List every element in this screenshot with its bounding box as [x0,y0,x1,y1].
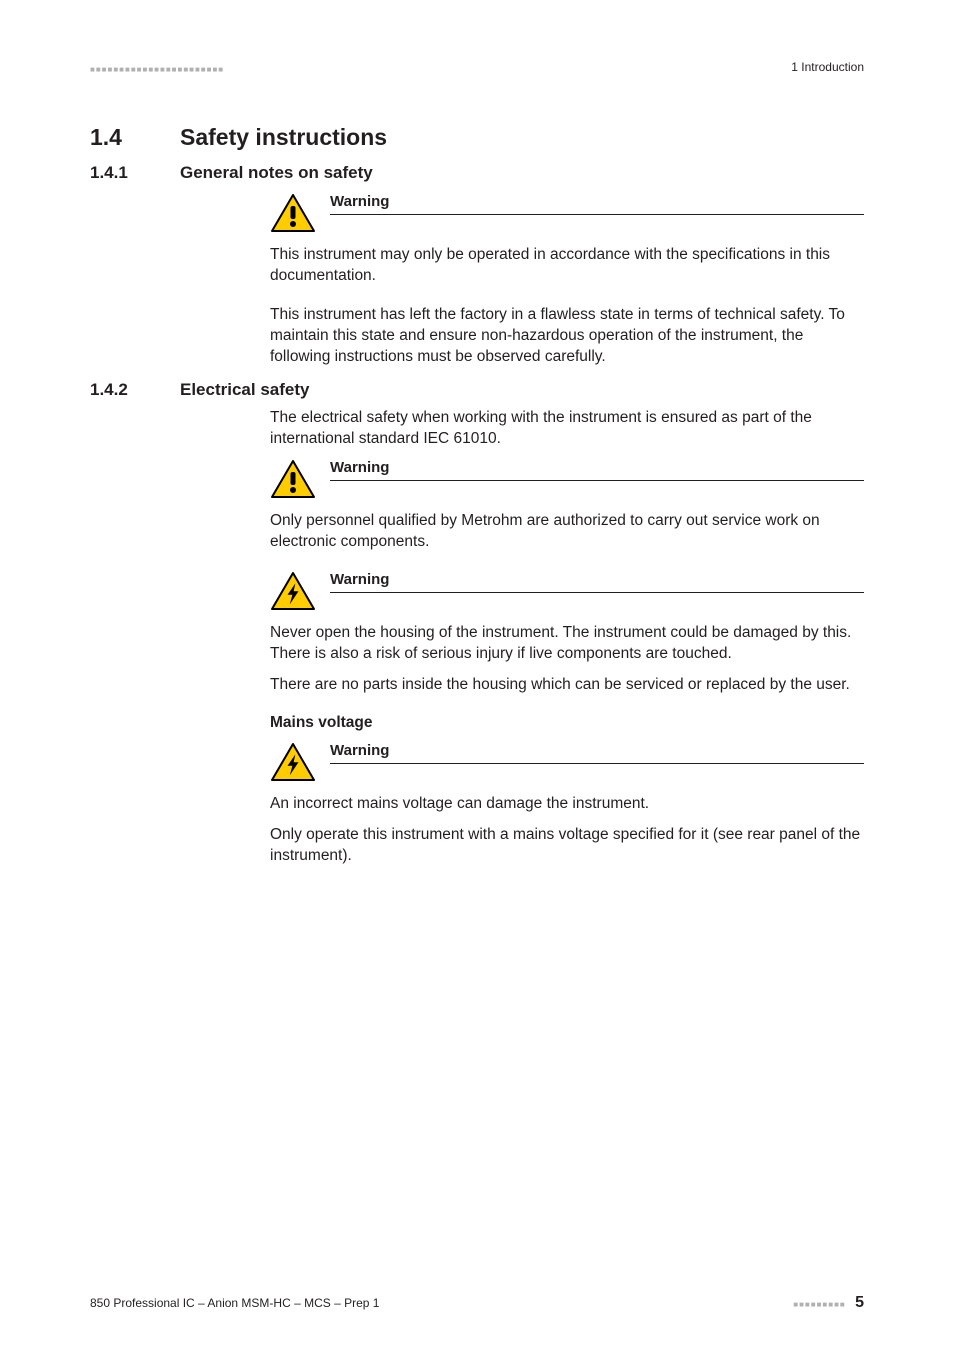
footer-page-number: 5 [855,1294,864,1311]
subsection-1-number: 1.4.1 [90,163,180,183]
subsection-1-title: General notes on safety [180,163,373,183]
footer-doc-title: 850 Professional IC – Anion MSM-HC – MCS… [90,1296,379,1310]
section-heading: 1.4 Safety instructions [90,124,864,151]
warning-triangle-exclaim-icon [270,459,316,499]
warning-block-mains: Warning An incorrect mains voltage can d… [270,742,864,867]
warning-text: An incorrect mains voltage can damage th… [270,794,864,815]
warning-label: Warning [330,459,389,476]
page-header: ■■■■■■■■■■■■■■■■■■■■■■■ 1 Introduction [90,60,864,74]
warning-divider [330,214,864,215]
mains-voltage-subhead: Mains voltage [270,714,864,732]
header-chapter: 1 Introduction [791,60,864,74]
subsection-2-title: Electrical safety [180,380,309,400]
body-paragraph: This instrument has left the factory in … [270,305,864,368]
warning-block-general: Warning This instrument may only be oper… [270,193,864,287]
warning-label: Warning [330,571,389,588]
warning-triangle-bolt-icon [270,571,316,611]
warning-block-service: Warning Only personnel qualified by Metr… [270,459,864,553]
warning-divider [330,763,864,764]
warning-divider [330,480,864,481]
subsection-2-heading: 1.4.2 Electrical safety [90,380,864,400]
warning-text: Only personnel qualified by Metrohm are … [270,511,864,553]
warning-text: Never open the housing of the instrument… [270,623,864,665]
section-number: 1.4 [90,124,180,151]
warning-block-housing: Warning Never open the housing of the in… [270,571,864,696]
section-title: Safety instructions [180,124,387,151]
header-ornament: ■■■■■■■■■■■■■■■■■■■■■■■ [90,65,224,74]
warning-triangle-bolt-icon [270,742,316,782]
subsection-1-heading: 1.4.1 General notes on safety [90,163,864,183]
warning-divider [330,592,864,593]
warning-text: There are no parts inside the housing wh… [270,675,864,696]
warning-text: This instrument may only be operated in … [270,245,864,287]
page-footer: 850 Professional IC – Anion MSM-HC – MCS… [90,1294,864,1312]
intro-paragraph: The electrical safety when working with … [270,408,864,450]
warning-text: Only operate this instrument with a main… [270,825,864,867]
warning-label: Warning [330,193,389,210]
subsection-2-number: 1.4.2 [90,380,180,400]
warning-triangle-exclaim-icon [270,193,316,233]
warning-label: Warning [330,742,389,759]
footer-ornament: ■■■■■■■■■ [793,1300,846,1309]
